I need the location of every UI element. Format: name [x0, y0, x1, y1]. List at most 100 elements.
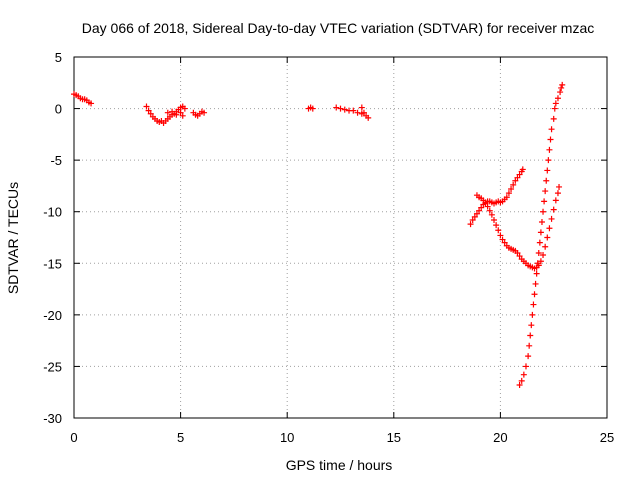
- data-point: [471, 213, 478, 220]
- data-point: [337, 105, 344, 112]
- data-point: [354, 109, 361, 116]
- data-point: [309, 105, 316, 112]
- data-point: [537, 258, 544, 265]
- data-point: [548, 215, 555, 222]
- y-tick-label: 0: [55, 102, 62, 117]
- data-point: [501, 239, 508, 246]
- data-point: [552, 197, 559, 204]
- data-point: [503, 194, 510, 201]
- data-point: [548, 126, 555, 133]
- x-tick-label: 25: [600, 430, 614, 445]
- data-point: [164, 109, 171, 116]
- data-point: [542, 188, 549, 195]
- data-point: [526, 342, 533, 349]
- data-point: [519, 166, 526, 173]
- x-tick-label: 10: [280, 430, 294, 445]
- data-point: [512, 177, 519, 184]
- data-point: [516, 253, 523, 260]
- chart-title: Day 066 of 2018, Sidereal Day-to-day VTE…: [82, 20, 595, 36]
- data-point: [360, 109, 367, 116]
- data-point: [358, 104, 365, 111]
- data-point: [147, 110, 154, 117]
- data-point: [525, 353, 532, 360]
- data-point: [482, 200, 489, 207]
- data-point: [528, 322, 535, 329]
- data-point: [546, 225, 553, 232]
- data-point: [542, 243, 549, 250]
- data-point: [514, 249, 521, 256]
- x-tick-label: 5: [177, 430, 184, 445]
- data-point: [554, 95, 561, 102]
- data-point: [173, 111, 180, 118]
- data-point: [550, 206, 557, 213]
- data-point: [540, 252, 547, 259]
- data-point: [527, 332, 534, 339]
- data-point: [365, 114, 372, 121]
- data-point: [557, 89, 564, 96]
- data-point: [543, 177, 550, 184]
- data-point: [516, 381, 523, 388]
- data-point: [550, 115, 557, 122]
- data-points: [71, 81, 566, 388]
- data-point: [493, 222, 500, 229]
- y-tick-label: -5: [50, 153, 62, 168]
- data-point: [514, 174, 521, 181]
- data-point: [510, 181, 517, 188]
- data-point: [476, 207, 483, 214]
- data-point: [350, 107, 357, 114]
- x-tick-label: 0: [70, 430, 77, 445]
- data-point: [143, 103, 150, 110]
- data-point: [518, 377, 525, 384]
- data-point: [534, 260, 541, 267]
- data-point: [484, 203, 491, 210]
- data-point: [538, 219, 545, 226]
- data-point: [88, 100, 95, 107]
- data-point: [341, 106, 348, 113]
- y-axis-label: SDTVAR / TECUs: [5, 182, 21, 294]
- data-point: [169, 108, 176, 115]
- data-point: [529, 311, 536, 318]
- data-point: [541, 198, 548, 205]
- data-point: [478, 204, 485, 211]
- data-point: [556, 183, 563, 190]
- y-tick-label: -30: [43, 411, 62, 426]
- data-point: [546, 146, 553, 153]
- data-point: [469, 216, 476, 223]
- data-point: [516, 171, 523, 178]
- data-point: [145, 107, 152, 114]
- data-point: [181, 105, 188, 112]
- data-point: [179, 112, 186, 119]
- data-point: [544, 234, 551, 241]
- y-tick-label: -20: [43, 308, 62, 323]
- data-point: [547, 136, 554, 143]
- x-tick-label: 15: [387, 430, 401, 445]
- data-point: [532, 280, 539, 287]
- y-tick-label: 5: [55, 50, 62, 65]
- data-point: [333, 104, 340, 111]
- data-point: [535, 249, 542, 256]
- data-point: [531, 291, 538, 298]
- x-tick-label: 20: [493, 430, 507, 445]
- data-point: [497, 232, 504, 239]
- data-point: [177, 109, 184, 116]
- data-point: [491, 216, 498, 223]
- data-point: [558, 84, 565, 91]
- data-point: [495, 227, 502, 234]
- data-point: [540, 208, 547, 215]
- data-point: [473, 210, 480, 217]
- axis-ticks: 0 5 10 15 20 25 -30 -25 -20 -15 -10 -5 0 5: [43, 50, 614, 445]
- data-point: [551, 105, 558, 112]
- y-tick-label: -10: [43, 205, 62, 220]
- data-point: [499, 236, 506, 243]
- data-point: [480, 197, 487, 204]
- data-point: [467, 221, 474, 228]
- grid: [74, 57, 607, 418]
- data-point: [201, 109, 208, 116]
- data-point: [545, 157, 552, 164]
- x-axis-label: GPS time / hours: [286, 457, 393, 473]
- data-point: [508, 186, 515, 193]
- data-point: [486, 207, 493, 214]
- data-point: [530, 301, 537, 308]
- data-point: [520, 371, 527, 378]
